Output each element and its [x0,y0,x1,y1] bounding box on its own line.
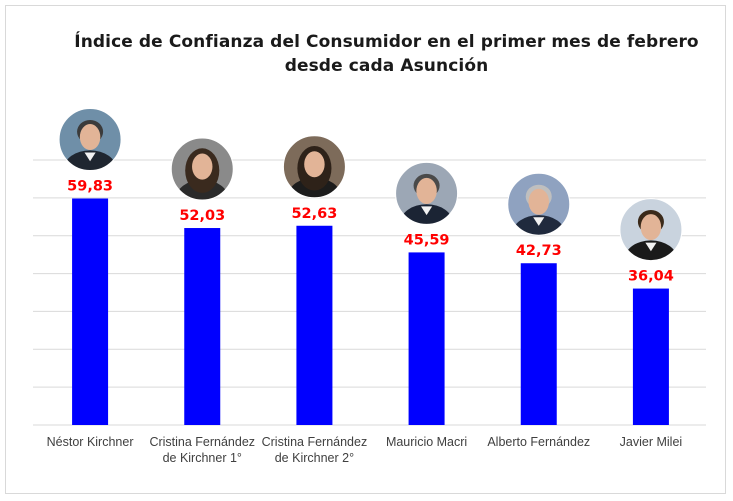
category-label: Néstor Kirchner [47,435,134,449]
category-label: Cristina Fernández de Kirchner 1° [149,435,255,465]
bar [184,228,221,425]
bar [632,288,669,425]
data-label: 52,03 [179,208,225,224]
chart-title-line-1: Índice de Confianza del Consumidor en el… [74,32,699,52]
bar [72,198,109,425]
portrait-cristina-fernandez-icon [282,135,346,199]
category-label: Alberto Fernández [487,435,590,449]
bar [296,225,333,425]
data-label: 45,59 [404,232,450,248]
bar [408,252,445,425]
data-label: 52,63 [291,206,337,222]
data-label: 42,73 [516,243,562,259]
portrait-javier-milei-icon [619,198,683,262]
chart-frame [5,5,726,494]
data-label: 36,04 [628,269,674,285]
category-label: Mauricio Macri [386,435,467,449]
portrait-nestor-kirchner-icon [58,108,122,172]
data-label: 59,83 [67,179,113,195]
portrait-alberto-fernandez-icon [507,172,571,236]
chart-title-line-2: desde cada Asunción [284,56,489,76]
portrait-cristina-fernandez-icon [170,137,234,201]
category-label: Javier Milei [620,435,683,449]
category-label: Cristina Fernández de Kirchner 2° [262,435,368,465]
portrait-mauricio-macri-icon [395,161,459,225]
bar [520,263,557,425]
gridlines [33,159,706,388]
